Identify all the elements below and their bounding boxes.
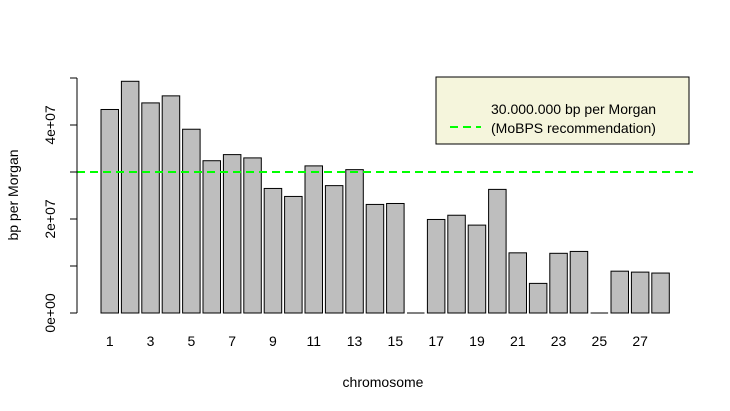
y-axis: 0e+00 2e+07 4e+07 bbox=[42, 77, 78, 333]
y-tick-label-1: 2e+07 bbox=[42, 199, 58, 239]
bar-chromosome-13 bbox=[345, 169, 364, 314]
x-tick-label-19: 19 bbox=[469, 333, 485, 349]
bar-chromosome-18 bbox=[447, 214, 466, 314]
bar-chromosome-8 bbox=[243, 157, 262, 314]
y-axis-title: bp per Morgan bbox=[5, 149, 21, 240]
y-tick-label-2: 4e+07 bbox=[42, 105, 58, 145]
x-tick-label-3: 3 bbox=[147, 333, 155, 349]
bar-chromosome-19 bbox=[467, 224, 487, 314]
bar-chromosome-4 bbox=[161, 95, 181, 314]
bar-chromosome-28 bbox=[651, 272, 670, 314]
x-tick-label-27: 27 bbox=[632, 333, 648, 349]
bar-chromosome-7 bbox=[222, 154, 242, 314]
x-tick-label-1: 1 bbox=[106, 333, 114, 349]
bar-chromosome-17 bbox=[426, 218, 446, 314]
bar-chromosome-12 bbox=[324, 185, 344, 314]
bar-chromosome-5 bbox=[182, 128, 201, 314]
bar-chromosome-22 bbox=[528, 282, 548, 314]
legend-text-line-2: (MoBPS recommendation) bbox=[491, 120, 656, 136]
legend-box bbox=[435, 76, 690, 145]
x-tick-label-11: 11 bbox=[306, 333, 321, 349]
y-tick-label-0: 0e+00 bbox=[42, 293, 58, 333]
x-axis-title: chromosome bbox=[343, 374, 424, 390]
x-tick-label-15: 15 bbox=[388, 333, 404, 349]
bar-chromosome-15 bbox=[386, 202, 405, 314]
bar-chromosome-3 bbox=[141, 102, 160, 314]
x-tick-label-13: 13 bbox=[347, 333, 363, 349]
x-tick-label-23: 23 bbox=[551, 333, 567, 349]
x-tick-label-21: 21 bbox=[510, 333, 526, 349]
bar-chromosome-1 bbox=[100, 108, 119, 314]
bar-chromosome-20 bbox=[488, 188, 507, 314]
x-axis: 1 3 5 7 9 11 13 15 17 19 21 23 25 27 bbox=[106, 333, 648, 349]
bar-chromosome-26 bbox=[610, 270, 629, 314]
legend-text-line-1: 30.000.000 bp per Morgan bbox=[491, 101, 656, 117]
bars-group bbox=[100, 80, 670, 314]
x-tick-label-17: 17 bbox=[428, 333, 444, 349]
x-tick-label-7: 7 bbox=[228, 333, 236, 349]
bar-chromosome-14 bbox=[365, 203, 385, 314]
bar-chromosome-2 bbox=[120, 80, 140, 314]
bar-chromosome-21 bbox=[508, 252, 527, 314]
bar-chromosome-11 bbox=[304, 165, 323, 314]
legend: 30.000.000 bp per Morgan (MoBPS recommen… bbox=[435, 76, 690, 145]
x-tick-label-5: 5 bbox=[187, 333, 195, 349]
x-tick-label-25: 25 bbox=[592, 333, 608, 349]
bar-chromosome-23 bbox=[549, 252, 568, 314]
bar-chromosome-24 bbox=[569, 250, 589, 314]
x-tick-label-9: 9 bbox=[269, 333, 277, 349]
bar-chromosome-10 bbox=[284, 195, 303, 314]
bar-chromosome-27 bbox=[630, 271, 650, 314]
bar-chromosome-9 bbox=[263, 187, 283, 314]
bar-chromosome-6 bbox=[202, 160, 221, 314]
